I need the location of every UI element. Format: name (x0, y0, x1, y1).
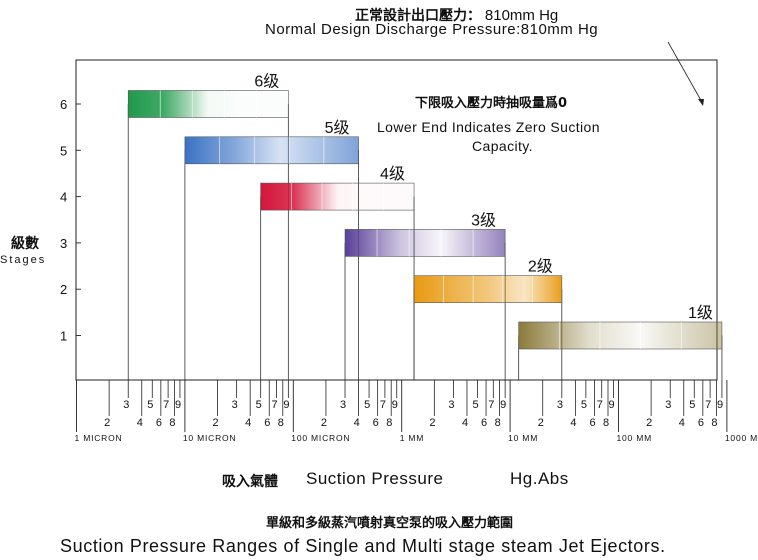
x-minor-label: 7 (163, 399, 169, 411)
x-minor-label: 2 (321, 417, 327, 429)
design-pointer-arrow (698, 99, 704, 106)
x-minor-label: 8 (711, 417, 717, 429)
stage-label: 6级 (254, 73, 279, 91)
x-minor-label: 7 (488, 399, 494, 411)
x-minor-label: 3 (232, 399, 238, 411)
stage-bar (127, 90, 289, 118)
x-minor-label: 4 (462, 417, 468, 429)
note-cn: 下限吸入壓力時抽吸量爲0 (415, 96, 568, 111)
x-minor-label: 5 (581, 399, 587, 411)
x-minor-label: 3 (123, 399, 129, 411)
x-minor-label: 9 (175, 399, 181, 411)
x-decade-label: 1 MICRON (75, 433, 123, 443)
stage-label: 1级 (688, 304, 713, 322)
y-title-cn: 級數 (11, 236, 39, 252)
x-minor-label: 6 (156, 417, 162, 429)
y-tick-label: 5 (60, 143, 67, 158)
stage-bar (344, 229, 506, 257)
x-minor-label: 3 (448, 399, 454, 411)
x-minor-label: 9 (500, 399, 506, 411)
x-minor-label: 2 (538, 417, 544, 429)
x-minor-label: 2 (646, 417, 652, 429)
x-decade-label: 10 MICRON (183, 433, 237, 443)
y-tick-label: 4 (60, 190, 67, 205)
x-title-en: Suction Pressure (306, 469, 444, 488)
x-minor-label: 7 (705, 399, 711, 411)
x-minor-label: 6 (481, 417, 487, 429)
x-minor-label: 8 (386, 417, 392, 429)
design-value: 810mm Hg (484, 7, 559, 24)
x-minor-label: 4 (570, 417, 576, 429)
x-minor-label: 2 (104, 417, 110, 429)
x-decade-label: 10 MM (508, 433, 538, 443)
x-minor-label: 4 (137, 417, 143, 429)
x-decade-label: 1000 MM (725, 433, 758, 443)
x-title-cn: 吸入氣體 (222, 474, 278, 490)
x-minor-label: 8 (169, 417, 175, 429)
x-minor-label: 5 (689, 399, 695, 411)
x-axis-ticks (76, 60, 728, 432)
stage-bars: 6级 5级 4级 3级 2级 1级 (127, 73, 723, 380)
x-minor-label: 3 (340, 399, 346, 411)
x-decade-label: 100 MICRON (291, 433, 350, 443)
annotations (667, 41, 704, 106)
x-minor-label: 5 (364, 399, 370, 411)
x-minor-label: 8 (495, 417, 501, 429)
stage-label: 2级 (528, 258, 553, 276)
y-tick-label: 2 (60, 282, 67, 297)
x-minor-label: 7 (272, 399, 278, 411)
stage-label: 3级 (471, 211, 496, 229)
x-decade-label: 100 MM (617, 433, 653, 443)
x-minor-label: 4 (679, 417, 685, 429)
stage-bar (184, 136, 359, 165)
design-pointer-line (667, 41, 704, 105)
y-axis-labels: 1 2 3 4 5 6 (60, 97, 81, 344)
stage-label: 5级 (325, 119, 350, 137)
y-tick-label: 1 (60, 329, 67, 344)
caption-cn: 單級和多級蒸汽噴射真空泵的吸入壓力範圍 (266, 516, 514, 531)
y-tick-label: 6 (60, 97, 67, 112)
x-title-unit: Hg.Abs (510, 469, 569, 488)
x-minor-label: 7 (597, 399, 603, 411)
x-minor-label: 5 (147, 399, 153, 411)
x-minor-label: 9 (283, 399, 289, 411)
stage-bar (413, 275, 563, 304)
x-minor-label: 3 (665, 399, 671, 411)
x-minor-label: 2 (213, 417, 219, 429)
x-minor-label: 6 (373, 417, 379, 429)
x-minor-label: 9 (609, 399, 615, 411)
design-label-en: Normal Design Discharge Pressure:810mm H… (265, 21, 599, 38)
x-minor-label: 4 (245, 417, 251, 429)
note-en-line2: Capacity. (472, 138, 533, 154)
x-minor-label: 8 (603, 417, 609, 429)
x-minor-label: 6 (698, 417, 704, 429)
x-minor-label: 6 (264, 417, 270, 429)
x-minor-label: 6 (589, 417, 595, 429)
x-decade-label: 1 MM (400, 433, 424, 443)
x-minor-label: 2 (429, 417, 435, 429)
stage-bar (518, 321, 723, 350)
x-minor-label: 5 (472, 399, 478, 411)
y-title-en: Stages (0, 254, 47, 266)
y-tick-label: 3 (60, 236, 67, 251)
stage-label: 4级 (380, 165, 405, 183)
design-label-cn: 正常設計出口壓力： (355, 8, 481, 24)
x-minor-label: 9 (392, 399, 398, 411)
caption-en: Suction Pressure Ranges of Single and Mu… (60, 536, 666, 556)
x-minor-label: 7 (380, 399, 386, 411)
x-minor-label: 3 (557, 399, 563, 411)
x-minor-label: 9 (717, 399, 723, 411)
x-minor-label: 5 (256, 399, 262, 411)
note-en-line1: Lower End Indicates Zero Suction (377, 119, 600, 135)
x-minor-label: 8 (278, 417, 284, 429)
stage-bar (260, 182, 415, 211)
design-pressure-line-cn: 正常設計出口壓力： 810mm Hg (355, 5, 558, 25)
x-minor-label: 4 (354, 417, 360, 429)
